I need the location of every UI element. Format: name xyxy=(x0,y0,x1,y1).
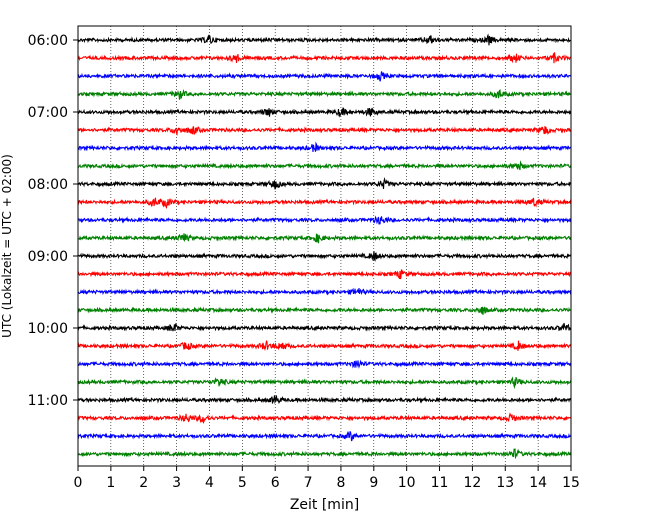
trace-0600 xyxy=(77,33,572,46)
trace-1015 xyxy=(77,340,572,352)
x-tick-label: 9 xyxy=(369,475,378,491)
y-tick-label: 09:00 xyxy=(28,249,68,265)
trace-1145 xyxy=(77,448,572,460)
trace-0800 xyxy=(77,177,572,190)
trace-0830 xyxy=(77,215,572,225)
x-tick-label: 5 xyxy=(238,475,247,491)
y-axis: 06:00 07:00 08:00 09:00 10:00 11:00 xyxy=(28,33,78,409)
y-axis-label: UTC (Lokalzeit = UTC + 02:00) xyxy=(0,154,14,338)
x-tick-label: 14 xyxy=(529,475,547,491)
trace-0900 xyxy=(77,251,572,262)
x-tick-label: 10 xyxy=(398,475,416,491)
trace-group xyxy=(77,33,572,460)
trace-0945 xyxy=(77,306,572,315)
trace-1030 xyxy=(77,359,572,369)
x-tick-label: 0 xyxy=(74,475,83,491)
trace-0645 xyxy=(77,89,572,100)
x-tick-label: 8 xyxy=(336,475,345,491)
x-axis: 0 1 2 3 4 5 6 7 8 9 10 11 12 13 14 15 xyxy=(74,466,580,491)
y-tick-label: 07:00 xyxy=(28,105,68,121)
x-tick-label: 3 xyxy=(172,475,181,491)
trace-1000 xyxy=(77,322,572,332)
trace-1115 xyxy=(77,412,572,425)
x-tick-label: 7 xyxy=(304,475,313,491)
trace-0630 xyxy=(77,71,572,82)
x-tick-label: 6 xyxy=(271,475,280,491)
x-tick-label: 4 xyxy=(205,475,214,491)
trace-1130 xyxy=(77,430,572,442)
x-tick-label: 13 xyxy=(496,475,514,491)
y-tick-label: 10:00 xyxy=(28,321,68,337)
y-tick-label: 11:00 xyxy=(28,393,68,409)
trace-0915 xyxy=(77,269,572,280)
plot-frame xyxy=(77,25,572,467)
x-tick-label: 2 xyxy=(139,475,148,491)
trace-0730 xyxy=(77,141,572,153)
x-tick-label: 11 xyxy=(431,475,449,491)
trace-0715 xyxy=(77,126,572,137)
trace-0930 xyxy=(77,287,572,296)
x-tick-label: 1 xyxy=(106,475,115,491)
trace-1045 xyxy=(77,376,572,390)
x-tick-label: 12 xyxy=(463,475,481,491)
trace-0745 xyxy=(77,160,572,171)
y-tick-label: 08:00 xyxy=(28,177,68,193)
trace-0845 xyxy=(77,233,572,244)
grid xyxy=(110,26,539,466)
x-axis-label: Zeit [min] xyxy=(290,497,359,513)
trace-0815 xyxy=(77,197,572,210)
trace-1100 xyxy=(77,394,572,405)
y-tick-label: 06:00 xyxy=(28,33,68,49)
trace-0700 xyxy=(77,107,572,118)
trace-0615 xyxy=(77,52,572,64)
x-tick-label: 15 xyxy=(562,475,580,491)
